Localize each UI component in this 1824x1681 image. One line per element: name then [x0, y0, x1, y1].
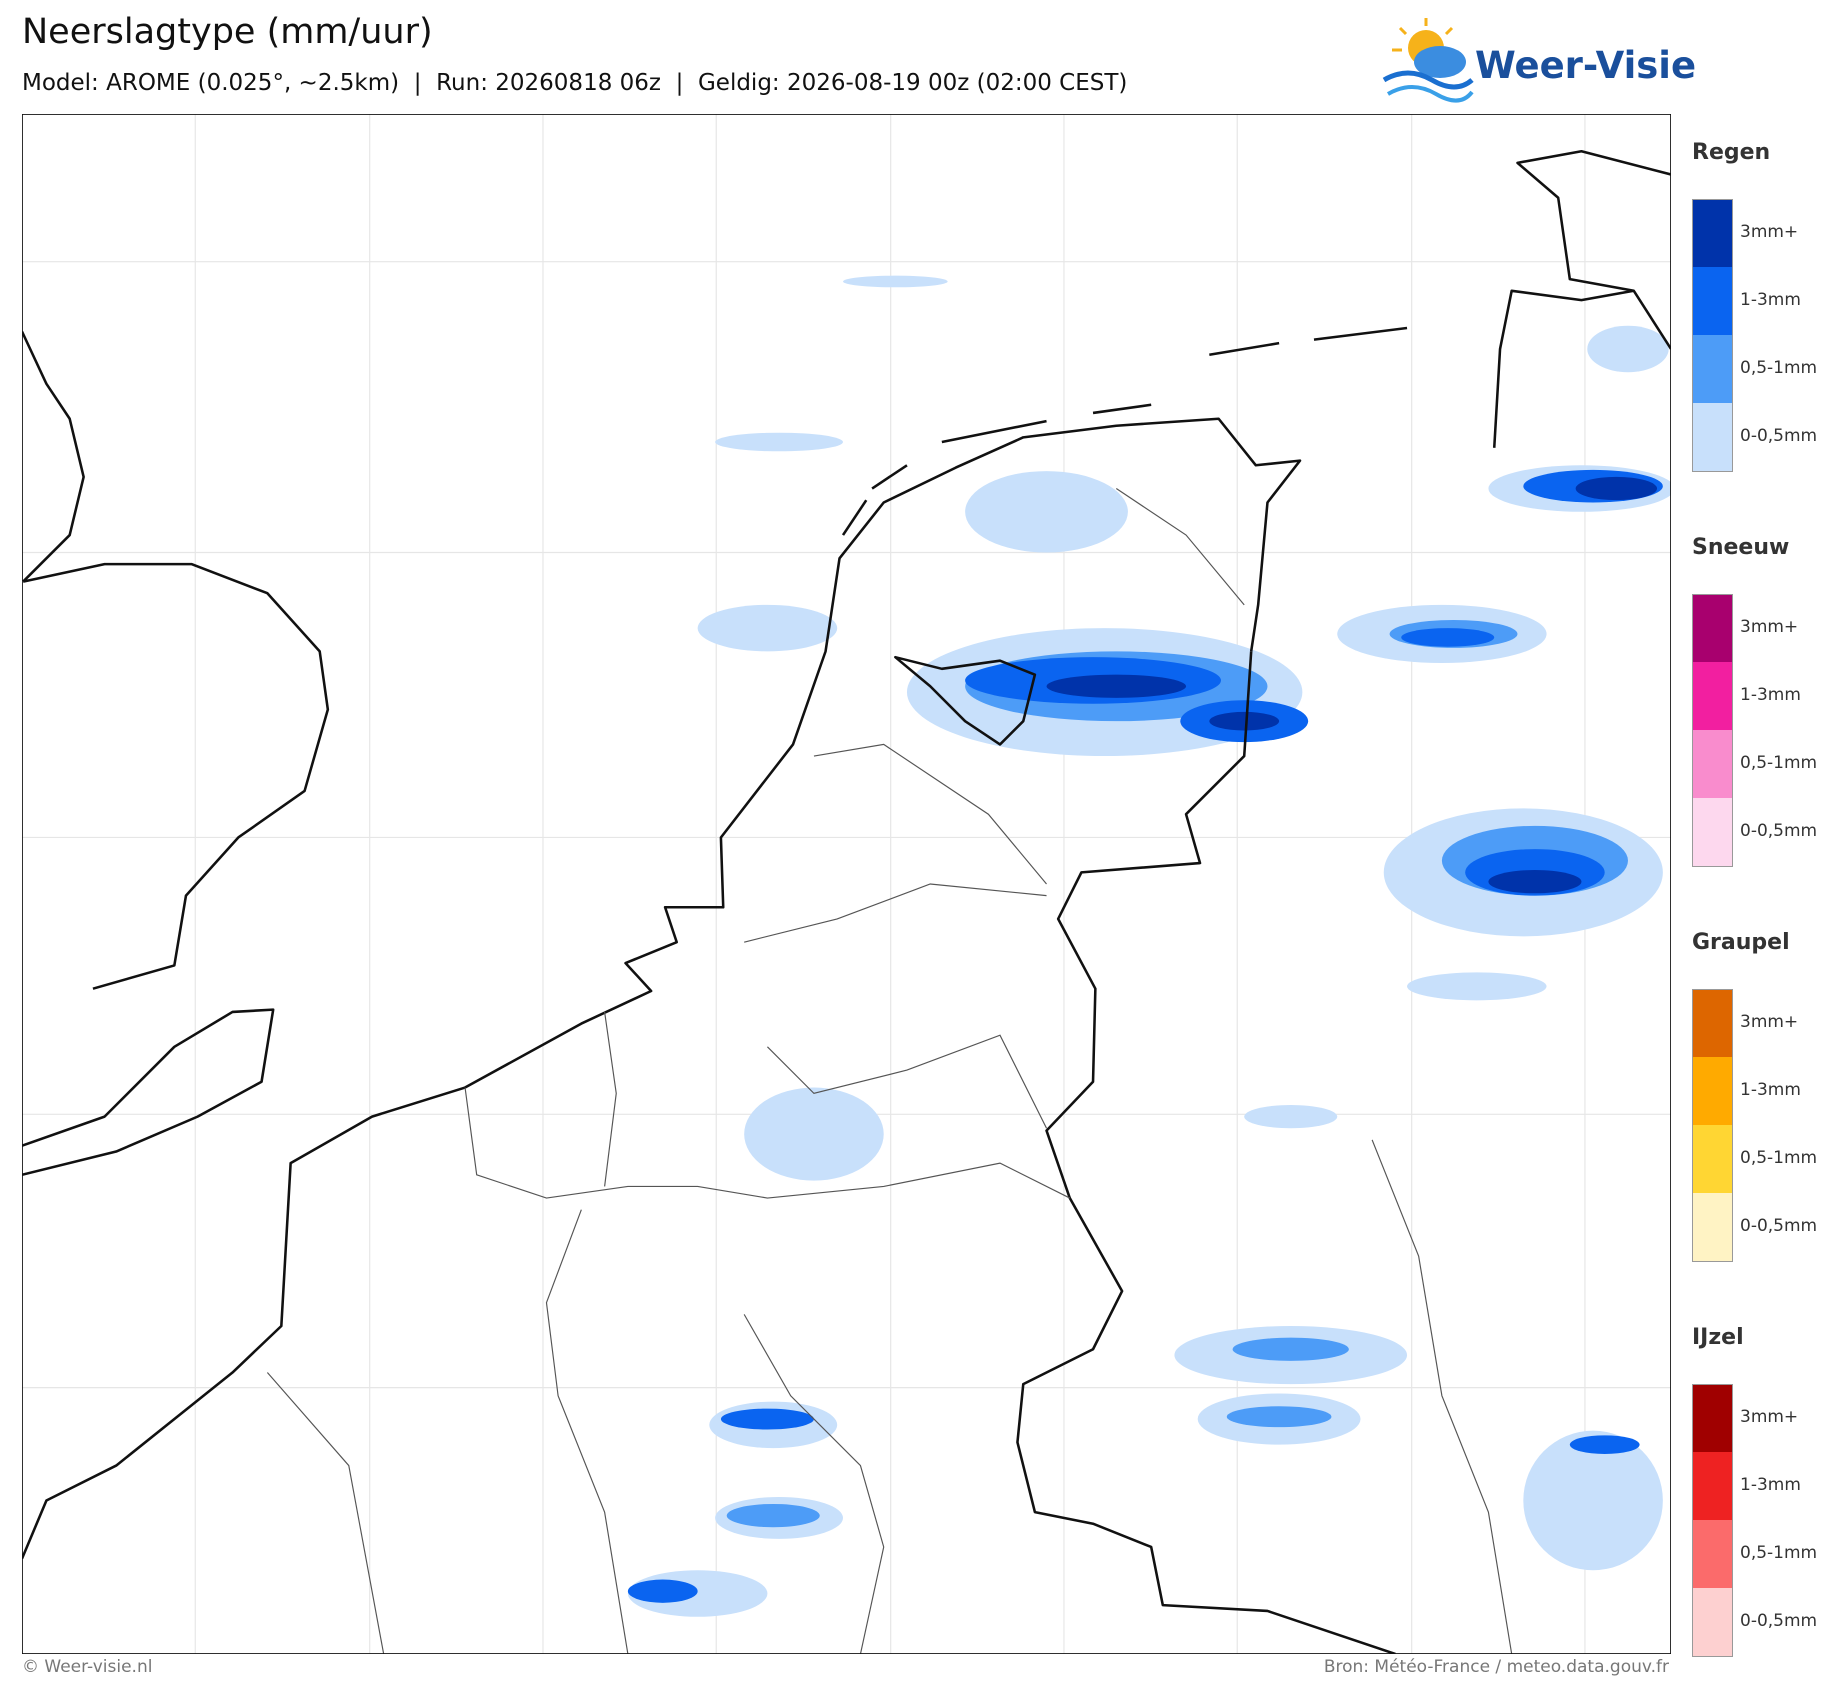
- legend-title: IJzel: [1692, 1325, 1744, 1350]
- map: [22, 114, 1671, 1654]
- title: Neerslagtype (mm/uur): [22, 12, 433, 52]
- precipitation: [627, 275, 1671, 1617]
- legend-label: 1-3mm: [1740, 1080, 1801, 1100]
- legend-label: 1-3mm: [1740, 685, 1801, 705]
- borders: [266, 488, 1513, 1654]
- legend-label: 1-3mm: [1740, 1475, 1801, 1495]
- legend-title: Sneeuw: [1692, 535, 1790, 560]
- legend-label: 3mm+: [1740, 617, 1799, 637]
- legend-label: 0,5-1mm: [1740, 358, 1818, 378]
- legend: Regen 3mm+ 1-3mm 0,5-1mm 0-0,5mm Sneeuw 3mm+ 1-…: [1692, 0, 1824, 1681]
- legend-label: 0,5-1mm: [1740, 753, 1818, 773]
- legend-swatch: [1692, 1520, 1733, 1588]
- legend-swatch: [1692, 199, 1733, 268]
- legend-label: 0-0,5mm: [1740, 821, 1818, 841]
- legend-swatch: [1692, 403, 1733, 472]
- legend-swatch: [1692, 989, 1733, 1058]
- legend-swatch: [1692, 1125, 1733, 1193]
- legend-swatch: [1692, 594, 1733, 663]
- subtitle: Model: AROME (0.025°, ~2.5km) | Run: 202…: [22, 70, 1128, 96]
- logo: Weer-Visie: [1475, 44, 1697, 87]
- legend-label: 0,5-1mm: [1740, 1543, 1818, 1563]
- legend-swatch: [1692, 1193, 1733, 1262]
- footer-left: © Weer-visie.nl: [22, 1657, 153, 1677]
- legend-label: 0-0,5mm: [1740, 426, 1818, 446]
- legend-swatch: [1692, 798, 1733, 867]
- footer-right: Bron: Météo-France / meteo.data.gouv.fr: [1323, 1657, 1669, 1677]
- legend-swatch: [1692, 1384, 1733, 1453]
- legend-label: 3mm+: [1740, 1012, 1799, 1032]
- legend-title: Graupel: [1692, 930, 1790, 955]
- legend-label: 3mm+: [1740, 1407, 1799, 1427]
- legend-swatch: [1692, 335, 1733, 403]
- legend-label: 0-0,5mm: [1740, 1216, 1818, 1236]
- legend-label: 0-0,5mm: [1740, 1611, 1818, 1631]
- legend-swatch: [1692, 730, 1733, 798]
- legend-label: 3mm+: [1740, 222, 1799, 242]
- legend-swatch: [1692, 1452, 1733, 1520]
- legend-swatch: [1692, 1588, 1733, 1657]
- legend-swatch: [1692, 662, 1733, 730]
- legend-label: 1-3mm: [1740, 290, 1801, 310]
- legend-title: Regen: [1692, 140, 1771, 165]
- legend-swatch: [1692, 1057, 1733, 1125]
- logo-icon: [1382, 18, 1474, 103]
- legend-swatch: [1692, 267, 1733, 335]
- legend-label: 0,5-1mm: [1740, 1148, 1818, 1168]
- coastlines: [22, 149, 1671, 1654]
